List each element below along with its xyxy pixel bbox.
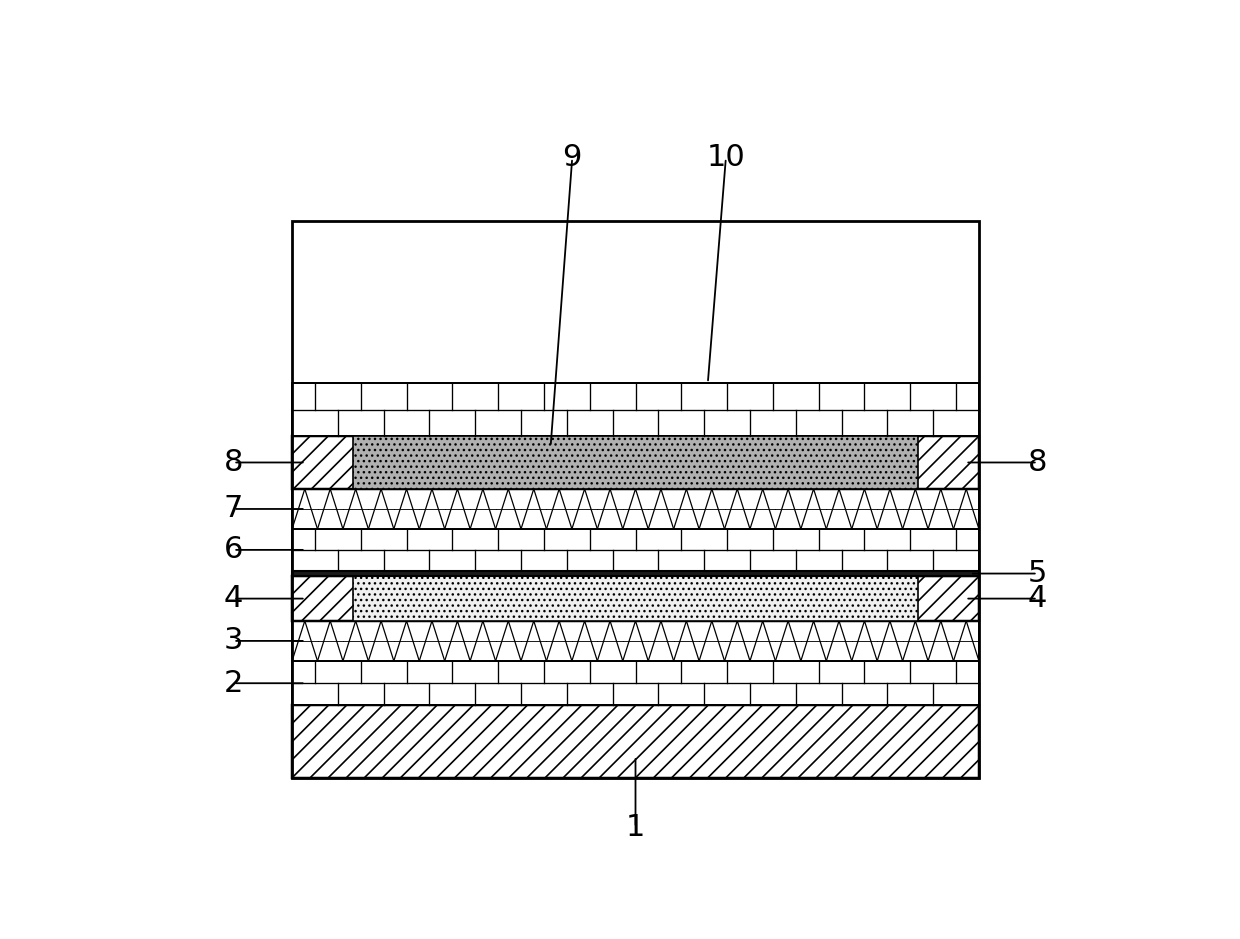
- Bar: [293, 621, 978, 661]
- Text: 7: 7: [223, 495, 243, 523]
- Text: 4: 4: [1028, 584, 1048, 613]
- Text: 4: 4: [223, 584, 243, 613]
- Bar: [293, 489, 978, 529]
- Bar: [293, 436, 978, 489]
- Bar: [293, 577, 978, 621]
- Bar: [293, 529, 978, 571]
- Bar: [293, 383, 978, 436]
- Bar: [352, 577, 919, 621]
- Text: 1: 1: [626, 813, 645, 842]
- Bar: [293, 661, 978, 705]
- Text: 5: 5: [1028, 559, 1048, 588]
- Bar: [293, 571, 978, 577]
- Bar: [352, 436, 919, 489]
- Bar: [293, 221, 978, 777]
- Text: 10: 10: [707, 144, 745, 173]
- Text: 3: 3: [223, 626, 243, 655]
- Text: 9: 9: [563, 144, 582, 173]
- Text: 2: 2: [223, 669, 243, 698]
- Text: 6: 6: [223, 535, 243, 564]
- Text: 8: 8: [1028, 448, 1048, 477]
- Text: 8: 8: [223, 448, 243, 477]
- Bar: [293, 705, 978, 777]
